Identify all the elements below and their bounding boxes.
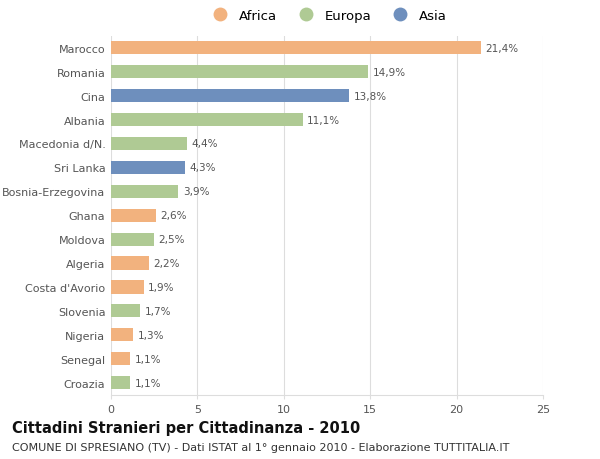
Text: 1,1%: 1,1% [134, 378, 161, 388]
Text: 4,3%: 4,3% [190, 163, 216, 173]
Text: 2,5%: 2,5% [158, 235, 185, 245]
Legend: Africa, Europa, Asia: Africa, Europa, Asia [203, 6, 451, 27]
Bar [111, 90, 349, 103]
Text: 1,3%: 1,3% [138, 330, 164, 340]
Text: 21,4%: 21,4% [485, 44, 518, 54]
Bar [111, 257, 149, 270]
Text: 1,7%: 1,7% [145, 306, 171, 316]
Text: 2,2%: 2,2% [154, 258, 180, 269]
Text: 4,4%: 4,4% [191, 139, 218, 149]
Text: COMUNE DI SPRESIANO (TV) - Dati ISTAT al 1° gennaio 2010 - Elaborazione TUTTITAL: COMUNE DI SPRESIANO (TV) - Dati ISTAT al… [12, 442, 509, 452]
Text: Cittadini Stranieri per Cittadinanza - 2010: Cittadini Stranieri per Cittadinanza - 2… [12, 420, 360, 435]
Text: 1,9%: 1,9% [148, 282, 175, 292]
Bar [111, 329, 133, 341]
Text: 2,6%: 2,6% [160, 211, 187, 221]
Bar [111, 42, 481, 55]
Text: 13,8%: 13,8% [354, 91, 387, 101]
Bar [111, 162, 185, 174]
Bar [111, 281, 144, 294]
Bar [111, 209, 156, 222]
Bar [111, 66, 368, 79]
Bar [111, 185, 178, 198]
Text: 1,1%: 1,1% [134, 354, 161, 364]
Bar [111, 114, 303, 127]
Bar [111, 138, 187, 151]
Text: 14,9%: 14,9% [373, 67, 406, 78]
Bar [111, 353, 130, 365]
Bar [111, 376, 130, 389]
Text: 11,1%: 11,1% [307, 115, 340, 125]
Bar [111, 305, 140, 318]
Bar [111, 233, 154, 246]
Text: 3,9%: 3,9% [183, 187, 209, 197]
